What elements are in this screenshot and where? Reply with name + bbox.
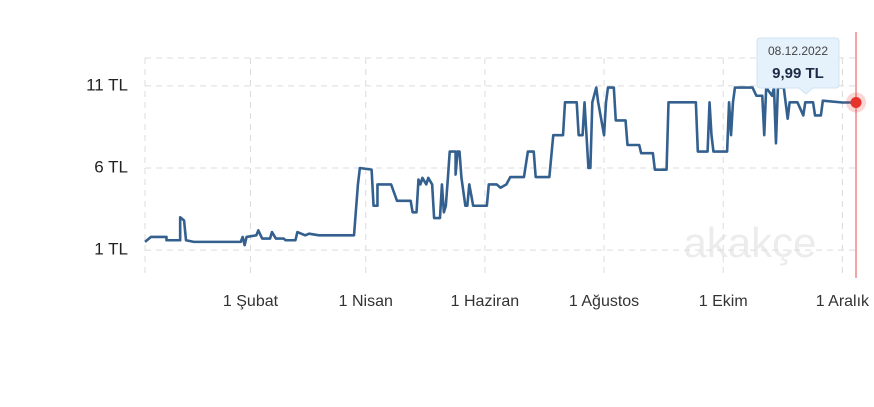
y-tick-label: 11 TL <box>86 75 128 94</box>
tooltip-date: 08.12.2022 <box>768 44 828 58</box>
hover-point <box>850 96 862 108</box>
x-tick-label: 1 Ağustos <box>569 293 639 310</box>
price-line <box>144 86 857 247</box>
tooltip-value: 9,99 TL <box>772 65 824 82</box>
tooltip: 08.12.2022 9,99 TL <box>756 37 840 95</box>
x-tick-label: 1 Aralık <box>816 293 870 310</box>
y-tick-label: 6 TL <box>94 157 128 176</box>
x-tick-label: 1 Ekim <box>699 293 748 310</box>
x-tick-label: 1 Haziran <box>451 293 519 310</box>
tooltip-box <box>756 37 840 95</box>
x-tick-label: 1 Nisan <box>339 293 393 310</box>
y-tick-label: 1 TL <box>94 240 128 259</box>
x-tick-label: 1 Şubat <box>223 293 279 310</box>
watermark: akakçe <box>683 219 816 266</box>
